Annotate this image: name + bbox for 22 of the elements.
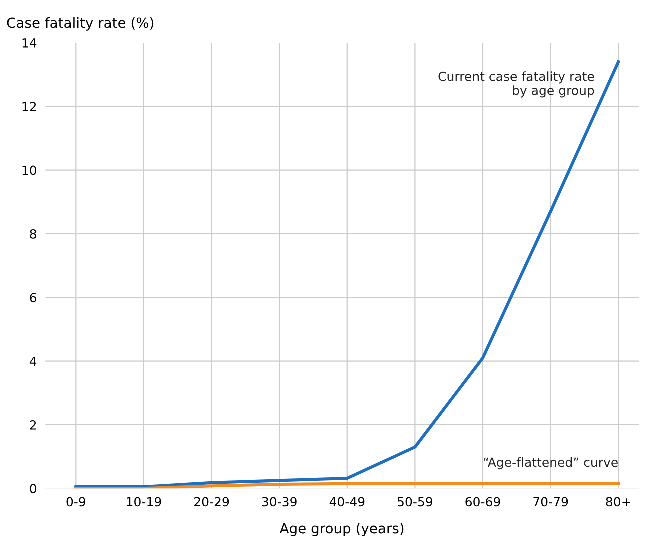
y-tick-label: 2 [30,420,36,430]
y-tick-label: 8 [30,229,36,239]
x-tick-label: 70-79 [534,497,568,507]
x-tick-label: 0-9 [66,497,86,507]
x-tick-label: 30-39 [262,497,297,507]
series-label: “Age-flattened” curve [484,457,618,470]
y-tick-label: 14 [22,38,37,48]
x-tick-label: 40-49 [330,497,365,507]
y-axis-title: Case fatality rate (%) [7,17,154,31]
y-tick-label: 10 [22,166,36,176]
y-tick-label: 4 [30,356,37,366]
x-tick-label: 50-59 [398,497,432,507]
series-label: Current case fatality rate by age group [438,72,594,98]
line-series [74,60,620,489]
x-tick-label: 20-29 [194,497,230,507]
y-tick-label: 12 [22,102,36,112]
y-tick-label: 6 [30,293,37,303]
x-tick-label: 80+ [606,497,630,507]
x-axis-title: Age group (years) [280,523,404,536]
x-tick-label: 10-19 [127,497,162,507]
y-tick-label: 0 [30,484,36,494]
x-tick-label: 60-69 [466,497,500,507]
